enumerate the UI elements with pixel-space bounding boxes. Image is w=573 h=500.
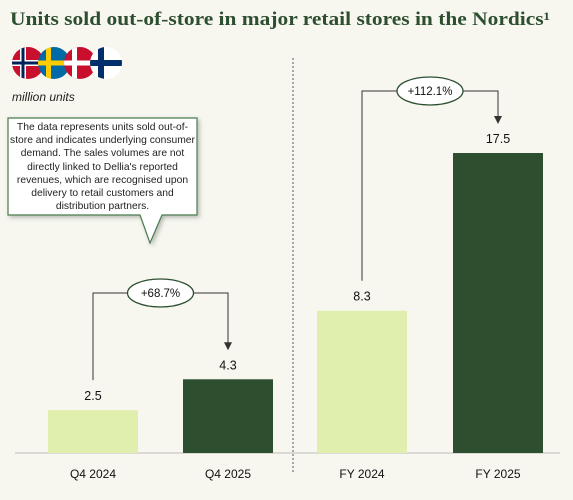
growth-label: +68.7% (141, 288, 180, 300)
chart-title: Units sold out-of-store in major retail … (10, 9, 550, 30)
bar (453, 153, 543, 453)
unit-label: million units (12, 90, 75, 104)
x-tick-label: FY 2025 (475, 467, 520, 481)
growth-label: +112.1% (408, 86, 453, 98)
value-label: 8.3 (353, 290, 370, 304)
growth-badge (126, 278, 195, 308)
bar (48, 410, 138, 453)
growth-badge (396, 76, 464, 106)
flags (12, 47, 122, 79)
arrow-head (494, 116, 502, 124)
x-tick-label: FY 2024 (339, 467, 384, 481)
bar (317, 310, 407, 453)
callout-text: The data represents units sold out-of-st… (10, 122, 195, 213)
arrow-head (224, 342, 232, 351)
value-label: 17.5 (486, 132, 510, 146)
callout-box (7, 117, 198, 245)
x-tick-label: Q4 2025 (205, 467, 251, 481)
value-label: 4.3 (219, 358, 236, 372)
value-label: 2.5 (84, 389, 101, 403)
x-tick-label: Q4 2024 (70, 467, 116, 481)
bar (183, 379, 273, 453)
